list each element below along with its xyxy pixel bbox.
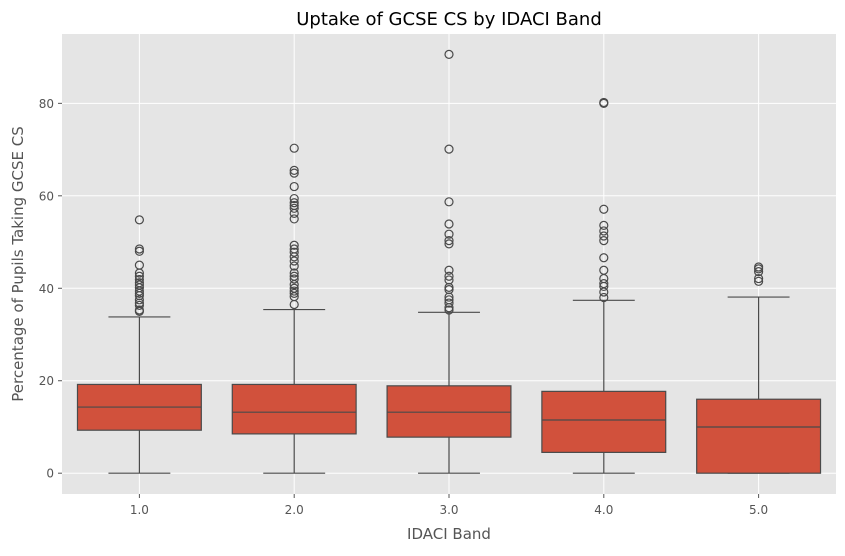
outlier-point xyxy=(134,271,144,281)
x-tick-label: 1.0 xyxy=(130,503,149,517)
outlier-point xyxy=(599,292,609,303)
outlier-point xyxy=(444,285,454,295)
outlier-point xyxy=(134,260,144,270)
outlier-point xyxy=(289,143,299,153)
outlier-point xyxy=(289,261,299,271)
outlier-point xyxy=(134,300,144,310)
boxes-layer xyxy=(76,49,822,474)
outlier-point xyxy=(444,305,454,315)
y-axis-label: Percentage of Pupils Taking GCSE CS xyxy=(9,126,27,402)
outlier-point xyxy=(289,193,299,204)
outlier-point xyxy=(444,229,454,239)
outlier-point xyxy=(444,49,454,59)
outlier-point xyxy=(134,244,144,254)
iqr-box xyxy=(231,383,357,435)
box-group-3-0 xyxy=(386,49,512,474)
box-group-5-0 xyxy=(696,262,822,474)
outlier-point xyxy=(134,215,144,225)
outlier-point xyxy=(444,239,454,249)
outlier-point xyxy=(444,219,454,229)
outlier-point xyxy=(289,168,299,178)
outlier-point xyxy=(599,231,609,241)
outlier-point xyxy=(599,226,609,236)
outlier-point xyxy=(289,165,299,175)
outlier-point xyxy=(289,203,299,213)
outlier-point xyxy=(444,197,454,207)
y-tick-labels: 0 20 40 60 80 xyxy=(39,97,62,481)
x-axis-label: IDACI Band xyxy=(407,525,491,543)
outlier-point xyxy=(134,298,144,308)
outlier-point xyxy=(444,265,454,275)
outlier-point xyxy=(134,305,144,315)
y-tick-label: 20 xyxy=(39,374,54,388)
iqr-box xyxy=(386,385,512,438)
outlier-point xyxy=(289,200,299,211)
outlier-point xyxy=(599,97,609,108)
outlier-point xyxy=(134,280,144,290)
outlier-point xyxy=(444,275,454,285)
outlier-point xyxy=(444,298,454,308)
chart-title: Uptake of GCSE CS by IDACI Band xyxy=(296,9,602,30)
y-tick-label: 60 xyxy=(39,189,54,203)
y-tick-label: 0 xyxy=(46,467,54,481)
outlier-point xyxy=(134,295,144,305)
outlier-point xyxy=(753,267,764,277)
outlier-point xyxy=(753,273,764,284)
outlier-point xyxy=(289,274,299,284)
outlier-point xyxy=(444,236,454,246)
outlier-point xyxy=(599,265,609,275)
outlier-point xyxy=(134,274,144,285)
outlier-point xyxy=(289,288,299,298)
box-group-1-0 xyxy=(76,215,202,474)
outlier-point xyxy=(134,278,144,288)
outlier-point xyxy=(444,295,454,305)
x-tick-label: 3.0 xyxy=(439,503,458,517)
outlier-point xyxy=(289,214,299,224)
outlier-point xyxy=(289,240,299,250)
outlier-point xyxy=(289,286,299,296)
outlier-point xyxy=(599,220,609,230)
outlier-point xyxy=(599,279,609,289)
outlier-point xyxy=(289,268,299,278)
outlier-point xyxy=(444,292,454,302)
outlier-point xyxy=(289,256,299,266)
outlier-point xyxy=(599,204,609,214)
y-tick-label: 40 xyxy=(39,282,54,296)
box-group-2-0 xyxy=(231,143,357,474)
box-group-4-0 xyxy=(541,97,667,474)
outlier-point xyxy=(444,144,454,154)
outlier-point xyxy=(289,244,299,254)
outlier-point xyxy=(289,271,299,281)
outlier-point xyxy=(289,283,299,293)
outlier-point xyxy=(753,262,764,272)
x-tick-labels: 1.0 2.0 3.0 4.0 5.0 xyxy=(130,494,768,517)
outlier-point xyxy=(134,246,144,256)
outlier-point xyxy=(444,271,454,281)
outlier-point xyxy=(753,276,764,286)
outlier-point xyxy=(289,198,299,208)
outlier-point xyxy=(444,282,454,292)
x-tick-label: 4.0 xyxy=(594,503,613,517)
outlier-point xyxy=(599,236,609,246)
outlier-point xyxy=(289,247,299,257)
x-tick-label: 2.0 xyxy=(285,503,304,517)
x-tick-label: 5.0 xyxy=(749,503,768,517)
outlier-point xyxy=(599,253,609,263)
y-tick-label: 80 xyxy=(39,97,54,111)
iqr-box xyxy=(696,398,822,474)
iqr-box xyxy=(541,390,667,453)
outlier-point xyxy=(289,181,299,192)
